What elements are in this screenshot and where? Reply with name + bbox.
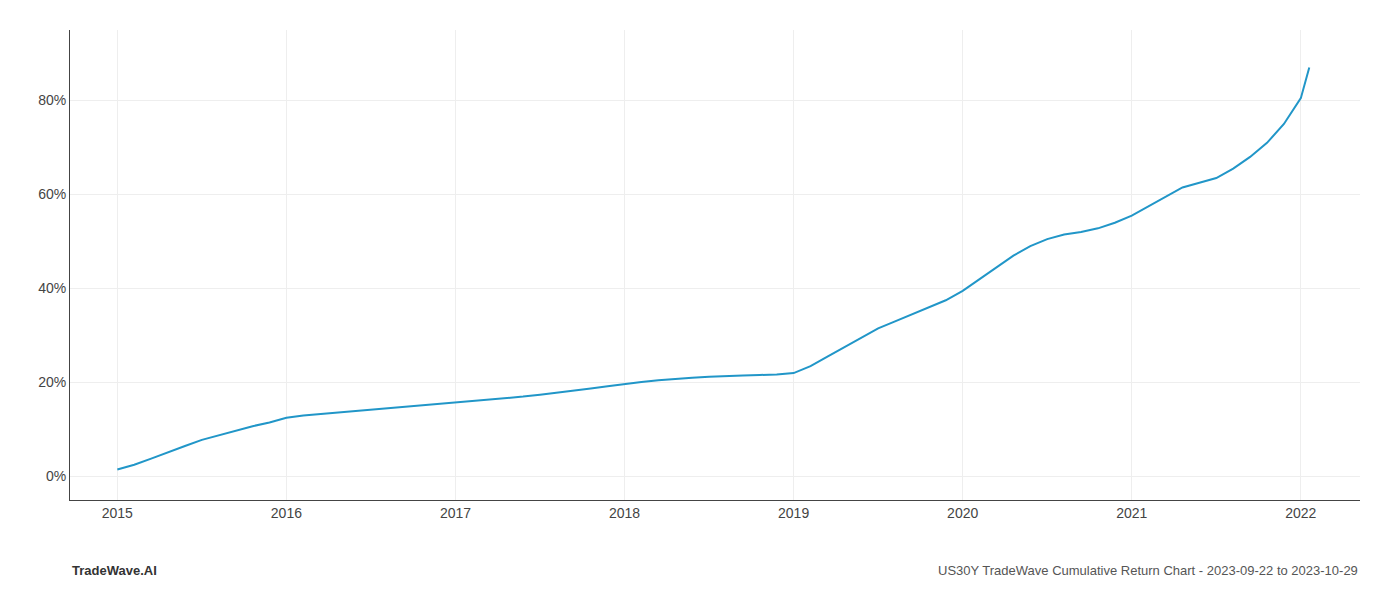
svg-text:20%: 20% (38, 374, 66, 390)
svg-text:2022: 2022 (1285, 505, 1316, 521)
svg-text:US30Y TradeWave Cumulative Ret: US30Y TradeWave Cumulative Return Chart … (938, 563, 1358, 578)
svg-text:0%: 0% (46, 468, 66, 484)
svg-text:2015: 2015 (102, 505, 133, 521)
svg-text:2021: 2021 (1116, 505, 1147, 521)
svg-text:2016: 2016 (271, 505, 302, 521)
svg-text:2019: 2019 (778, 505, 809, 521)
svg-text:80%: 80% (38, 92, 66, 108)
svg-text:2018: 2018 (609, 505, 640, 521)
svg-text:2020: 2020 (947, 505, 978, 521)
svg-text:2017: 2017 (440, 505, 471, 521)
svg-text:40%: 40% (38, 280, 66, 296)
svg-text:60%: 60% (38, 186, 66, 202)
svg-text:TradeWave.AI: TradeWave.AI (72, 563, 157, 578)
